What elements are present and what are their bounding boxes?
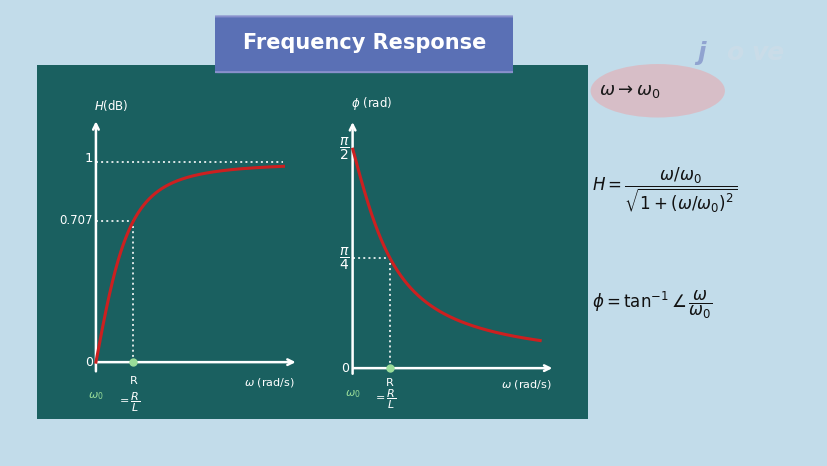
Text: 0: 0 xyxy=(342,362,349,375)
Text: R: R xyxy=(129,376,137,386)
Text: $= \dfrac{R}{L}$: $= \dfrac{R}{L}$ xyxy=(373,388,396,411)
Text: $= \dfrac{R}{L}$: $= \dfrac{R}{L}$ xyxy=(117,390,140,414)
Text: $\phi = \tan^{-1}\angle\,\dfrac{\omega}{\omega_0}$: $\phi = \tan^{-1}\angle\,\dfrac{\omega}{… xyxy=(591,288,711,321)
Text: j: j xyxy=(696,41,705,65)
Text: $\dfrac{\pi}{4}$: $\dfrac{\pi}{4}$ xyxy=(338,245,349,272)
Text: $H = \dfrac{\omega/\omega_0}{\sqrt{1+(\omega/\omega_0)^2}}$: $H = \dfrac{\omega/\omega_0}{\sqrt{1+(\o… xyxy=(591,165,736,215)
Text: ve: ve xyxy=(751,41,784,65)
FancyBboxPatch shape xyxy=(21,55,604,430)
Text: 0: 0 xyxy=(85,356,93,369)
Text: $\phi$ (rad): $\phi$ (rad) xyxy=(351,96,391,112)
Text: $\omega_0$: $\omega_0$ xyxy=(88,390,103,402)
Text: R: R xyxy=(385,378,394,388)
Text: 0.707: 0.707 xyxy=(60,214,93,227)
Text: $\dfrac{\pi}{2}$: $\dfrac{\pi}{2}$ xyxy=(338,135,349,162)
Text: $H$(dB): $H$(dB) xyxy=(94,97,128,112)
Text: Frequency Response: Frequency Response xyxy=(242,33,485,53)
FancyBboxPatch shape xyxy=(206,16,522,72)
Text: $\omega \rightarrow \omega_0$: $\omega \rightarrow \omega_0$ xyxy=(599,82,660,100)
Text: $\omega$ (rad/s): $\omega$ (rad/s) xyxy=(244,376,294,389)
Ellipse shape xyxy=(590,64,724,117)
Text: $\omega_0$: $\omega_0$ xyxy=(344,388,360,399)
Text: $\omega$ (rad/s): $\omega$ (rad/s) xyxy=(500,378,551,391)
Text: o: o xyxy=(725,41,742,65)
Text: 1: 1 xyxy=(84,152,93,165)
